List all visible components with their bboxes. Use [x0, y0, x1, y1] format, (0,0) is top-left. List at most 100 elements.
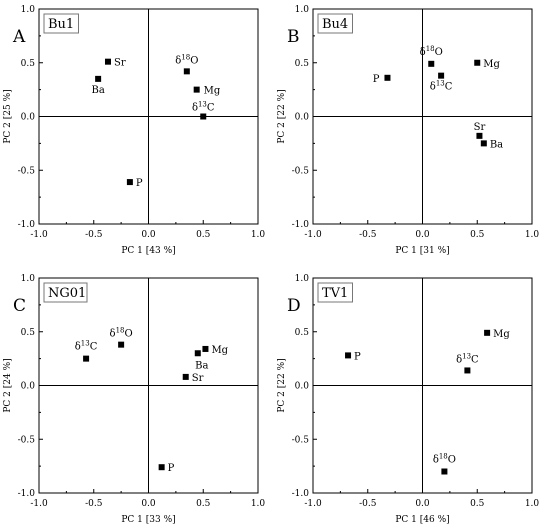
y-tick-label: -0.5	[292, 166, 310, 176]
data-point	[345, 352, 352, 359]
x-tick-label: -1.0	[30, 230, 48, 240]
y-tick-label: 0.0	[21, 382, 36, 392]
data-point	[464, 367, 471, 374]
point-label: δ18O	[433, 453, 456, 466]
panel-letter: A	[12, 27, 26, 47]
x-tick-label: -1.0	[304, 499, 322, 509]
site-label-box	[317, 13, 353, 34]
x-tick-label: -0.5	[85, 499, 103, 509]
data-point	[118, 341, 125, 348]
x-axis-label: PC 1 [46 %]	[395, 515, 449, 525]
x-tick-label: -0.5	[85, 230, 103, 240]
point-label: δ13C	[192, 101, 215, 114]
point-label: Ba	[91, 85, 104, 96]
x-tick-label: -1.0	[30, 499, 48, 509]
y-tick-label: 1.0	[295, 274, 310, 284]
x-tick-label: 0.5	[196, 499, 211, 509]
site-label-box	[43, 13, 79, 34]
x-axis-label: PC 1 [33 %]	[121, 515, 175, 525]
y-tick-label: -0.5	[18, 435, 36, 445]
y-tick-label: -1.0	[18, 489, 36, 499]
point-label: Mg	[483, 59, 500, 70]
y-tick-label: 0.5	[21, 59, 36, 69]
y-tick-label: 0.0	[21, 113, 36, 123]
y-tick-label: -1.0	[292, 489, 310, 499]
x-axis-label: PC 1 [31 %]	[395, 246, 449, 256]
point-label: Ba	[490, 139, 503, 150]
y-tick-label: 1.0	[295, 5, 310, 15]
data-point	[484, 329, 491, 336]
data-point	[480, 140, 487, 147]
y-tick-label: 1.0	[21, 5, 36, 15]
panel-b: -1.0 -0.5 0.0 0.5 1.0 1.0 0.5 0.0 -0.5 -1.0 PC 1 […	[277, 5, 539, 256]
x-tick-label: -0.5	[359, 230, 377, 240]
point-label: Mg	[211, 345, 228, 356]
y-tick-label: 0.0	[295, 382, 310, 392]
point-label: P	[168, 463, 175, 474]
x-tick-label: -1.0	[304, 230, 322, 240]
data-point	[200, 113, 207, 120]
point-label: δ18O	[420, 45, 443, 58]
y-tick-label: -0.5	[18, 166, 36, 176]
y-tick-label: -1.0	[292, 220, 310, 230]
x-tick-label: 1.0	[525, 230, 540, 240]
y-tick-label: 0.0	[295, 113, 310, 123]
point-label: δ13C	[456, 352, 479, 365]
y-tick-label: 0.5	[21, 328, 36, 338]
x-axis-label: PC 1 [43 %]	[121, 246, 175, 256]
data-point	[183, 68, 190, 75]
point-label: Sr	[114, 58, 126, 69]
data-point	[438, 72, 445, 79]
x-tick-label: 1.0	[251, 230, 266, 240]
data-point	[182, 373, 189, 380]
x-tick-label: 1.0	[251, 499, 266, 509]
panel-letter: C	[13, 296, 26, 316]
site-label: TV1	[322, 286, 348, 301]
point-label: Sr	[192, 373, 204, 384]
x-tick-label: 0.0	[415, 230, 430, 240]
data-point	[194, 350, 201, 357]
data-point	[474, 59, 481, 66]
data-point	[384, 74, 391, 81]
data-point	[428, 60, 435, 67]
y-axis-label: PC 2 [25 %]	[3, 89, 13, 143]
data-point	[126, 179, 133, 186]
y-axis-label: PC 2 [22 %]	[277, 358, 287, 412]
point-label: δ18O	[110, 327, 133, 340]
point-label: δ13C	[430, 80, 453, 93]
point-label: δ18O	[175, 53, 198, 66]
data-point	[158, 464, 165, 471]
panel-c: -1.0 -0.5 0.0 0.5 1.0 1.0 0.5 0.0 -0.5 -1.0 PC 1 […	[3, 274, 265, 525]
x-tick-label: -0.5	[359, 499, 377, 509]
data-point	[95, 75, 102, 82]
x-tick-label: 0.0	[141, 499, 156, 509]
x-tick-label: 0.5	[470, 230, 485, 240]
point-label: P	[136, 178, 143, 189]
point-label: Sr	[474, 122, 486, 133]
y-axis-label: PC 2 [24 %]	[3, 358, 13, 412]
x-tick-label: 0.5	[470, 499, 485, 509]
y-axis-label: PC 2 [22 %]	[277, 89, 287, 143]
y-tick-label: 0.5	[295, 328, 310, 338]
data-point	[193, 86, 200, 93]
x-tick-label: 0.5	[196, 230, 211, 240]
data-point	[441, 468, 448, 475]
data-point	[476, 132, 483, 139]
panel-letter: B	[287, 27, 300, 47]
x-tick-label: 1.0	[525, 499, 540, 509]
site-label-box	[317, 282, 353, 303]
y-tick-label: 1.0	[21, 274, 36, 284]
panel-d: -1.0 -0.5 0.0 0.5 1.0 1.0 0.5 0.0 -0.5 -1.0 PC 1 […	[277, 274, 539, 525]
data-point	[104, 58, 111, 65]
point-label: P	[373, 74, 380, 85]
panel-a: -1.0 -0.5 0.0 0.5 1.0 1.0 0.5 0.0 -0.5 -1.0 PC 1 […	[3, 5, 265, 256]
x-tick-label: 0.0	[415, 499, 430, 509]
site-label: Bu1	[48, 17, 74, 32]
point-label: Mg	[204, 86, 221, 97]
site-label: Bu4	[322, 17, 348, 32]
point-label: δ13C	[75, 340, 98, 353]
point-label: P	[354, 351, 361, 362]
site-label: NG01	[48, 286, 86, 301]
x-tick-label: 0.0	[141, 230, 156, 240]
